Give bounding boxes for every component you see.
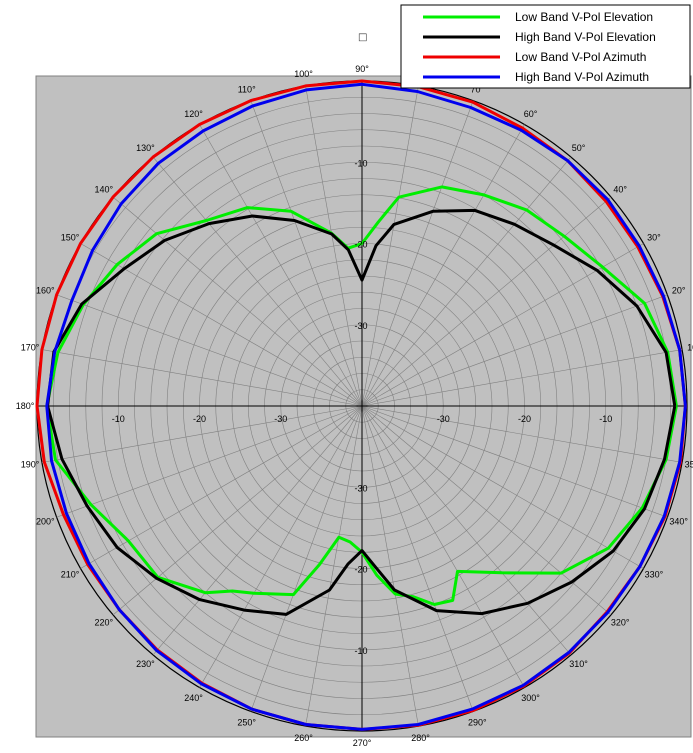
grid-spoke [361, 405, 419, 727]
angle-label: 290° [468, 718, 487, 728]
angle-label: 240° [184, 693, 203, 703]
angle-label: 210° [61, 570, 80, 580]
legend: Low Band V-Pol Elevation High Band V-Pol … [400, 4, 691, 89]
angle-label: 10° [687, 343, 693, 353]
grid-spoke [361, 100, 474, 407]
radial-tick-label: -20 [354, 240, 367, 250]
grid-spoke [80, 243, 363, 407]
angle-label: 40° [613, 184, 627, 194]
angle-label: 250° [237, 718, 256, 728]
angle-label: 90° [355, 64, 369, 74]
legend-box [400, 4, 691, 89]
legend-label: Low Band V-Pol Azimuth [515, 50, 646, 64]
grid-spoke [361, 405, 644, 569]
grid-spoke [361, 405, 474, 712]
grid-spoke [361, 156, 572, 407]
corner-glyph: □ [358, 32, 367, 43]
angle-label: 140° [94, 184, 113, 194]
angle-label: 190° [21, 460, 40, 470]
grid-spoke [305, 405, 363, 727]
radial-tick-label: -20 [354, 565, 367, 575]
angle-label: 60° [524, 109, 538, 119]
angle-label: 300° [521, 693, 540, 703]
grid-spoke [361, 196, 612, 407]
angle-label: 260° [294, 733, 313, 743]
angle-label: 100° [294, 69, 313, 79]
angle-label: 330° [645, 570, 664, 580]
legend-label: High Band V-Pol Elevation [515, 30, 656, 44]
grid-spoke [305, 85, 363, 407]
grid-spoke [199, 405, 363, 688]
radial-tick-label: -10 [354, 158, 367, 168]
grid-spoke [199, 124, 363, 407]
angle-label: 130° [136, 143, 155, 153]
angle-label: 120° [184, 109, 203, 119]
angle-label: 70° [470, 84, 484, 94]
angle-label: 310° [569, 659, 588, 669]
angle-label: 320° [611, 618, 630, 628]
tick-labels: 90°80°70°60°50°40°30°20°10°0350°340°330°… [16, 64, 693, 748]
radial-tick-label: -10 [354, 646, 367, 656]
radial-tick-label: -30 [437, 414, 450, 424]
legend-label: High Band V-Pol Azimuth [515, 70, 649, 84]
radial-tick-label: -30 [274, 414, 287, 424]
radial-tick-label: -20 [518, 414, 531, 424]
series-layer [35, 79, 687, 731]
angle-label: 230° [136, 659, 155, 669]
angle-label: 170° [21, 343, 40, 353]
grid-spoke [41, 349, 363, 407]
angle-label: 30° [647, 233, 661, 243]
grid-spoke [56, 294, 363, 407]
radial-tick-label: -20 [193, 414, 206, 424]
angle-label: 340° [669, 516, 688, 526]
radial-tick-label: -30 [354, 321, 367, 331]
legend-label: Low Band V-Pol Elevation [515, 10, 653, 24]
grid-spoke [112, 196, 363, 407]
grid-spoke [152, 405, 363, 656]
series-line-1 [45, 185, 678, 606]
grid-spoke [361, 85, 419, 407]
grid-spoke [361, 294, 668, 407]
grid-spoke [361, 405, 612, 616]
grid-spoke [361, 405, 668, 518]
grid-spoke [250, 100, 363, 407]
grid-spoke [56, 405, 363, 518]
series-line-4 [45, 82, 687, 731]
angle-label: 270° [353, 738, 372, 748]
grid-spoke [361, 405, 683, 463]
angle-label: 350° [685, 460, 693, 470]
angle-label: 150° [61, 233, 80, 243]
polar-axes [37, 81, 687, 731]
grid-spoke [361, 124, 525, 407]
radial-tick-label: -30 [354, 483, 367, 493]
grid-spoke [112, 405, 363, 616]
angle-label: 200° [36, 516, 55, 526]
angle-label: 50° [572, 143, 586, 153]
grid-spoke [361, 349, 683, 407]
angle-label: 180° [16, 401, 35, 411]
grid-spoke [152, 156, 363, 407]
angle-label: 20° [672, 286, 686, 296]
angle-label: 110° [238, 84, 256, 94]
grid-spoke [250, 405, 363, 712]
grid-spoke [361, 405, 572, 656]
radial-tick-label: -10 [599, 414, 612, 424]
angle-label: 160° [36, 286, 55, 296]
grid-spoke [361, 405, 525, 688]
angle-label: 280° [411, 733, 430, 743]
angle-label: 220° [94, 618, 113, 628]
radial-tick-label: -10 [112, 414, 125, 424]
grid-spoke [41, 405, 363, 463]
